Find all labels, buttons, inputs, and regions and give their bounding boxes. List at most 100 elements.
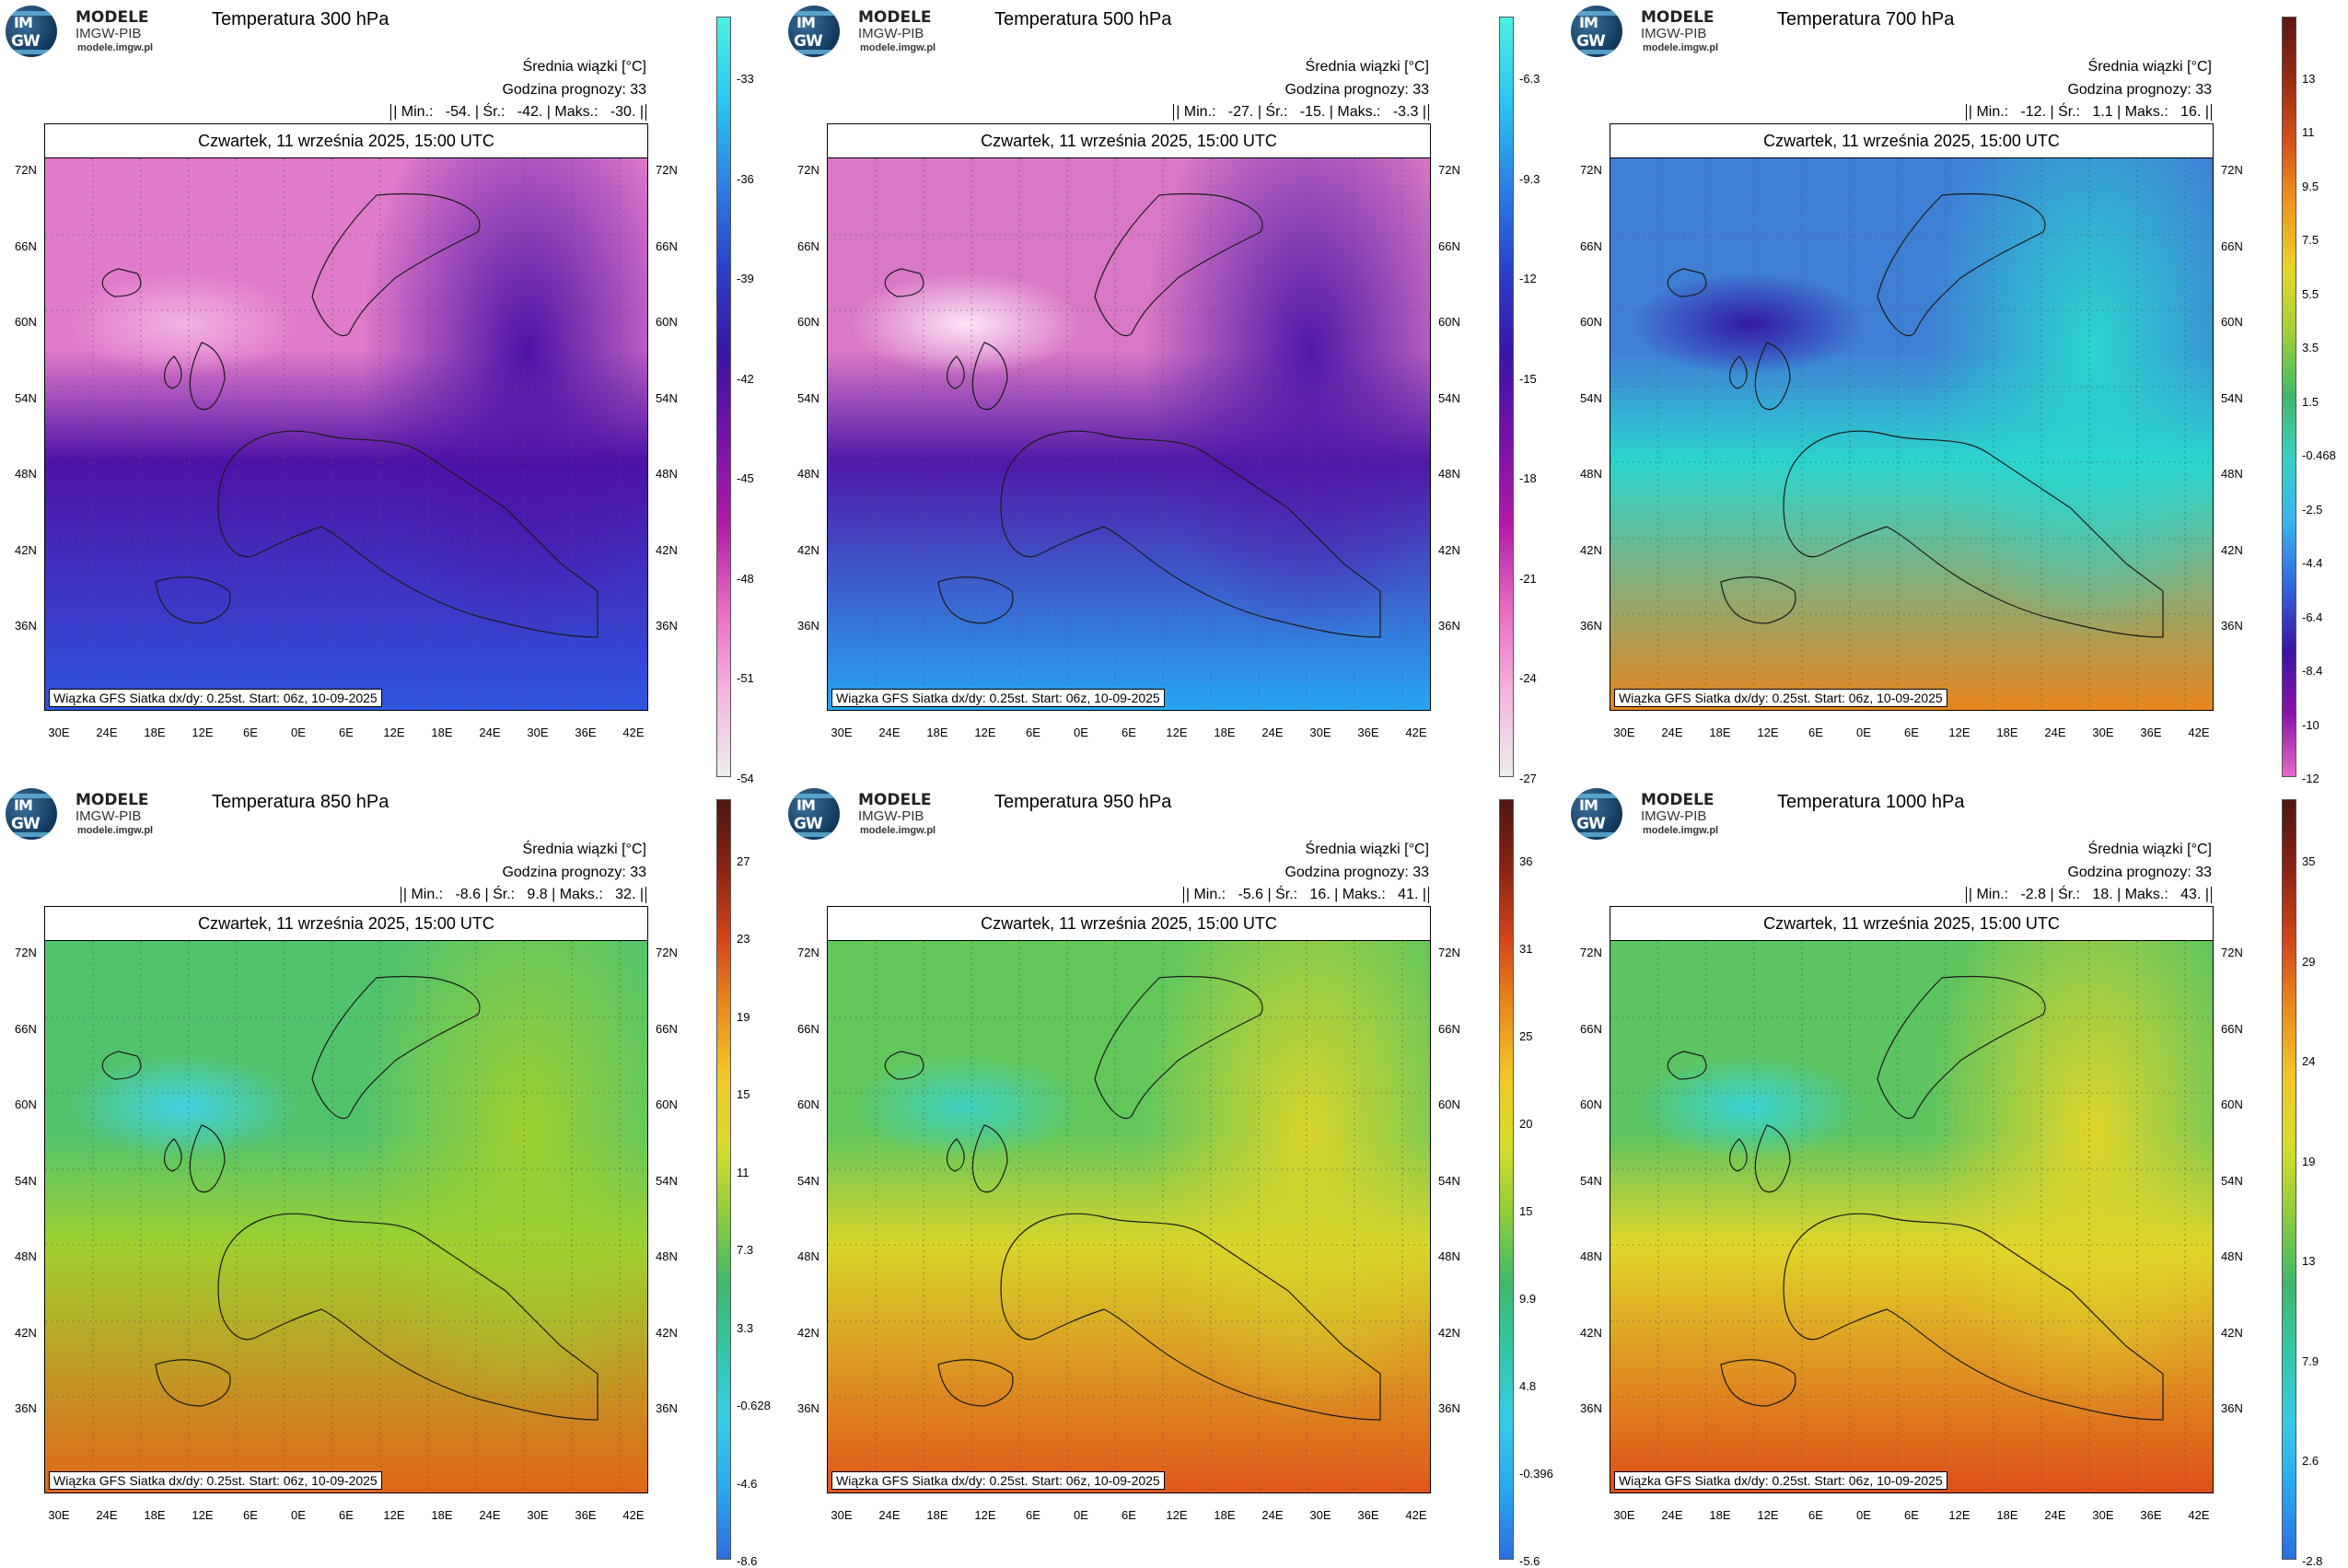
mean-label: Średnia wiązki [°C] — [2087, 842, 2212, 857]
coastline-path — [1000, 430, 1381, 638]
lon-tick: 12E — [1166, 726, 1188, 739]
logo-mark-top: IM — [14, 14, 33, 31]
lat-tick-left: 60N — [1580, 315, 1602, 329]
colorbar-label: 20 — [1519, 1117, 1533, 1131]
lat-tick-right: 72N — [1438, 163, 1460, 177]
date-label: Czwartek, 11 września 2025, 15:00 UTC — [45, 124, 647, 158]
colorbar-label: -4.6 — [737, 1477, 758, 1491]
credit-label: Wiązka GFS Siatka dx/dy: 0.25st. Start: … — [831, 689, 1165, 707]
temperature-field — [45, 941, 647, 1493]
lat-tick-right: 66N — [1438, 1022, 1460, 1036]
colorbar-label: -51 — [737, 671, 754, 685]
lon-tick: 18E — [144, 1508, 166, 1522]
lat-tick-left: 42N — [1580, 1326, 1602, 1340]
imgw-logo: IM GW MODELE IMGW-PIB modele.imgw.pl — [6, 6, 168, 59]
panel-950: IM GW MODELE IMGW-PIB modele.imgw.pl Temperat… — [783, 783, 1565, 1568]
lat-tick-left: 42N — [1580, 543, 1602, 557]
imgw-logo: IM GW MODELE IMGW-PIB modele.imgw.pl — [788, 788, 950, 842]
colorbar-label: 7.9 — [2302, 1354, 2319, 1368]
lat-tick-left: 48N — [1580, 467, 1602, 481]
map-frame: Czwartek, 11 września 2025, 15:00 UTC Wią… — [827, 906, 1431, 1493]
coastline-path — [189, 1124, 226, 1193]
lat-tick-right: 66N — [656, 239, 678, 253]
colorbar-label: 25 — [1519, 1029, 1533, 1043]
lat-tick-right: 42N — [1438, 1326, 1460, 1340]
colorbar-label: 15 — [737, 1087, 750, 1101]
colorbar-label: 29 — [2302, 955, 2316, 969]
lon-tick: 6E — [1122, 726, 1136, 739]
credit-label: Wiązka GFS Siatka dx/dy: 0.25st. Start: … — [49, 689, 382, 707]
lon-tick: 36E — [1357, 1508, 1379, 1522]
lon-tick: 24E — [479, 1508, 501, 1522]
colorbar-label: -0.396 — [1519, 1467, 1553, 1481]
colorbar-label: -0.628 — [737, 1399, 771, 1412]
lon-tick: 42E — [2188, 1508, 2210, 1522]
lat-tick-left: 54N — [797, 1174, 819, 1188]
lat-tick-right: 54N — [2221, 1174, 2243, 1188]
lat-tick-left: 42N — [797, 1326, 819, 1340]
lon-tick: 30E — [831, 1508, 853, 1522]
lon-tick: 42E — [1405, 726, 1427, 739]
lon-tick: 6E — [1808, 1508, 1823, 1522]
panel-500: IM GW MODELE IMGW-PIB modele.imgw.pl Temperat… — [783, 0, 1565, 785]
lon-tick: 24E — [1661, 726, 1683, 739]
lat-tick-right: 66N — [2221, 239, 2243, 253]
mean-label: Średnia wiązki [°C] — [1305, 842, 1429, 857]
lat-tick-left: 60N — [797, 315, 819, 329]
coastline-path — [971, 342, 1008, 411]
coastline-path — [164, 1138, 182, 1172]
coastline-path — [1729, 355, 1748, 389]
coastline-overlay — [45, 158, 647, 710]
colorbar-label: -12 — [1519, 272, 1537, 285]
lon-tick: 6E — [243, 1508, 258, 1522]
colorbar-label: 7.5 — [2302, 233, 2319, 247]
lat-tick-right: 54N — [656, 1174, 678, 1188]
temperature-field — [828, 158, 1430, 710]
colorbar-label: 4.8 — [1519, 1379, 1537, 1393]
lat-tick-right: 42N — [656, 1326, 678, 1340]
date-label: Czwartek, 11 września 2025, 15:00 UTC — [1610, 907, 2213, 941]
colorbar-label: 13 — [2302, 72, 2316, 86]
lat-tick-left: 36N — [797, 619, 819, 633]
colorbar-label: -24 — [1519, 671, 1537, 685]
lon-tick: 0E — [1856, 1508, 1871, 1522]
lat-tick-left: 36N — [1580, 619, 1602, 633]
imgw-logo: IM GW MODELE IMGW-PIB modele.imgw.pl — [1571, 6, 1733, 59]
coastline-path — [217, 430, 599, 638]
lon-tick: 0E — [291, 726, 306, 739]
coastline-path — [1720, 1359, 1796, 1407]
lat-tick-right: 66N — [2221, 1022, 2243, 1036]
coastline-path — [947, 1138, 965, 1172]
logo-mark-bottom: GW — [794, 32, 823, 51]
lat-tick-left: 60N — [1580, 1098, 1602, 1111]
logo-org: IMGW-PIB — [858, 26, 924, 41]
logo-mark-bottom: GW — [11, 815, 41, 833]
logo-org: IMGW-PIB — [858, 808, 924, 824]
lat-tick-left: 48N — [797, 467, 819, 481]
colorbar-label: -42 — [737, 372, 754, 386]
logo-mark-bottom: GW — [794, 815, 823, 833]
lon-tick: 30E — [1613, 726, 1635, 739]
colorbar-label: -6.4 — [2302, 610, 2323, 624]
lon-tick: 6E — [339, 1508, 354, 1522]
logo-name: MODELE — [76, 791, 149, 809]
lat-tick-left: 48N — [1580, 1249, 1602, 1263]
colorbar-label: 7.3 — [737, 1243, 754, 1257]
colorbar-label: 19 — [737, 1010, 750, 1024]
lon-tick: 0E — [291, 1508, 306, 1522]
lat-tick-right: 42N — [2221, 543, 2243, 557]
lon-tick: 30E — [2092, 726, 2114, 739]
date-label: Czwartek, 11 września 2025, 15:00 UTC — [1610, 124, 2213, 158]
lon-tick: 42E — [622, 1508, 645, 1522]
lon-tick: 30E — [48, 726, 70, 739]
logo-url: modele.imgw.pl — [1643, 42, 1719, 53]
lat-tick-left: 72N — [1580, 946, 1602, 959]
forecast-hour: Godzina prognozy: 33 — [2067, 82, 2212, 98]
lat-tick-right: 60N — [2221, 1098, 2243, 1111]
colorbar-label: 2.6 — [2302, 1454, 2319, 1468]
temperature-field — [1610, 941, 2213, 1493]
logo-mark-top: IM — [1579, 796, 1598, 814]
lon-tick: 6E — [1026, 1508, 1040, 1522]
coastline-path — [311, 975, 481, 1120]
lat-tick-left: 54N — [15, 391, 37, 405]
